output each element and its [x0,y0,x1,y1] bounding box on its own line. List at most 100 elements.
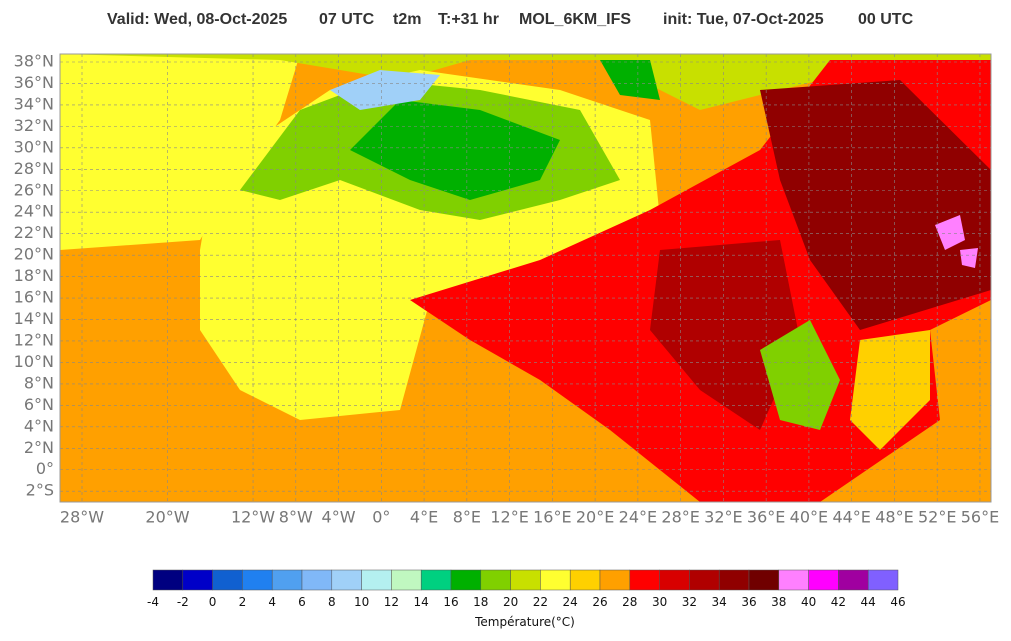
lat-label: 38°N [14,52,54,71]
colorbar-tick-label: 8 [328,595,336,609]
colorbar-tick-label: 16 [443,595,458,609]
lat-label: 12°N [14,330,54,349]
colorbar-tick-label: 46 [890,595,905,609]
field-sudan [650,240,800,430]
colorbar-tick-label: 38 [771,595,786,609]
lon-label: 28°W [60,508,104,527]
colorbar-swatch [182,569,213,591]
colorbar-swatch [569,569,601,591]
colorbar-tick-label: 36 [741,595,756,609]
colorbar-tick-label: 10 [354,595,369,609]
model: MOL_6KM_IFS [519,11,631,28]
colorbar-tick-label: 32 [682,595,697,609]
colorbar-tick-label: 0 [209,595,217,609]
field-atlantic-north [60,54,300,250]
colorbar-swatch [152,569,184,591]
lon-label: 0° [372,508,390,527]
lon-label: 12°W [231,508,275,527]
lat-label: 28°N [14,159,54,178]
colorbar-swatch [778,569,809,591]
lat-label: 26°N [14,180,54,199]
colorbar-tick-label: 18 [473,595,488,609]
lat-label: 24°N [14,202,54,221]
colorbar-swatch [450,569,482,591]
colorbar-tick-label: -2 [177,595,189,609]
colorbar-swatch [271,569,303,591]
colorbar-swatch [718,569,750,591]
colorbar-swatch [540,569,571,591]
colorbar-swatch [599,569,631,591]
lat-label: 18°N [14,266,54,285]
lon-label: 4°E [410,508,438,527]
colorbar-tick-label: 22 [533,595,548,609]
colorbar-swatch [867,569,899,591]
colorbar-swatch [391,569,422,591]
colorbar-tick-label: 28 [622,595,637,609]
init-time: 00 UTC [858,11,914,28]
lat-label: 6°N [24,395,54,414]
colorbar-swatch [838,569,869,591]
field-mediterranean [60,54,991,120]
colorbar-swatch [242,569,273,591]
colorbar-tick-label: 26 [592,595,607,609]
lon-label: 4°W [322,508,356,527]
lon-label: 36°E [747,508,785,527]
field-hottest [935,215,978,268]
map-frame [59,53,992,503]
colorbar-tick-label: 24 [563,595,578,609]
lat-label: 10°N [14,352,54,371]
temperature-field [60,54,991,502]
graticule [60,54,991,502]
lat-label: 36°N [14,73,54,92]
lat-label: 30°N [14,137,54,156]
colorbar-swatch [212,569,243,591]
field-atlas-cold [330,70,440,110]
lat-label: 14°N [14,309,54,328]
lat-label: 22°N [14,223,54,242]
colorbar-tick-label: 12 [384,595,399,609]
valid-time: 07 UTC [319,11,375,28]
forecast-step: T:+31 hr [438,11,499,28]
lat-label: 2°S [26,481,54,500]
lon-label: 8°E [453,508,481,527]
colorbar-tick-label: 4 [268,595,276,609]
lat-label: 2°N [24,438,54,457]
lon-label: 28°E [661,508,699,527]
lon-label: 56°E [961,508,999,527]
variable: t2m [393,11,421,28]
lon-label: 52°E [918,508,956,527]
lat-label: 32°N [14,116,54,135]
colorbar-swatch [629,569,660,591]
lon-label: 16°E [533,508,571,527]
lon-label: 12°E [490,508,528,527]
colorbar-tick-label: 34 [712,595,727,609]
colorbar-tick-label: 30 [652,595,667,609]
lon-label: 44°E [832,508,870,527]
colorbar-tick-label: 6 [298,595,306,609]
colorbar-swatch [510,569,541,591]
field-atlas-green [350,100,560,200]
colorbar-tick-label: -4 [147,595,159,609]
colorbar-tick-label: 20 [503,595,518,609]
valid-date: Valid: Wed, 08-Oct-2025 [107,11,287,28]
colorbar-swatch [480,569,511,591]
lon-label: 48°E [875,508,913,527]
colorbar-swatch [361,569,392,591]
lon-label: 40°E [790,508,828,527]
colorbar-swatch [808,569,839,591]
init-date: init: Tue, 07-Oct-2025 [663,11,824,28]
lat-label: 0° [36,459,54,478]
lon-label: 20°E [576,508,614,527]
colorbar-swatch [420,569,452,591]
colorbar-swatch [331,569,362,591]
colorbar-tick-label: 40 [801,595,816,609]
colorbar-swatch [748,569,780,591]
colorbar-label: Température(°C) [474,615,575,629]
field-ethiopia [760,320,840,430]
lat-label: 4°N [24,416,54,435]
field-green-patch [600,60,660,100]
colorbar-swatch [659,569,690,591]
lat-label: 34°N [14,94,54,113]
